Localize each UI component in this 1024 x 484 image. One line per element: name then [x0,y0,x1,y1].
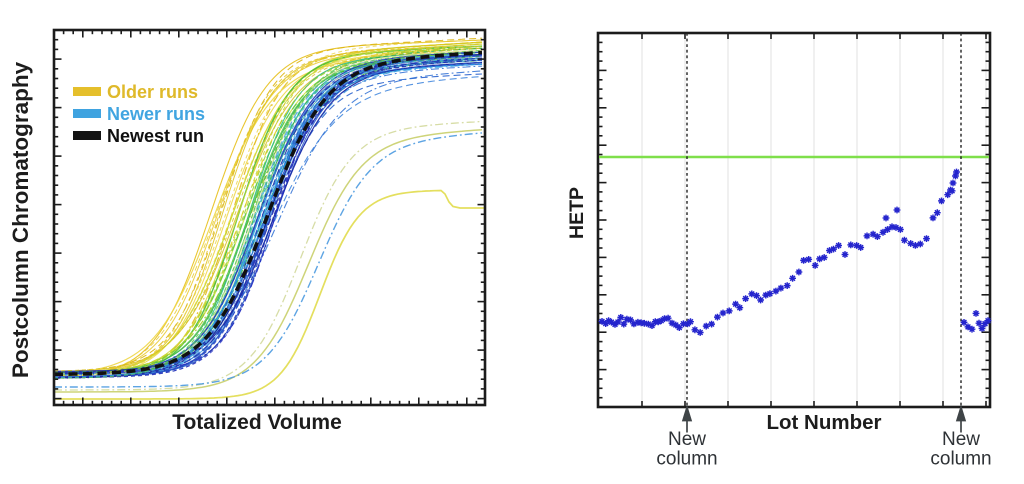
svg-text:Totalized Volume: Totalized Volume [172,411,342,434]
svg-text:Postcolumn Chromatography: Postcolumn Chromatography [8,61,33,378]
svg-text:Older runs: Older runs [107,82,198,102]
svg-text:New: New [942,429,980,450]
svg-text:column: column [930,449,991,470]
svg-text:HETP: HETP [566,187,588,239]
svg-text:New: New [668,429,706,450]
svg-text:Newer runs: Newer runs [107,104,205,124]
svg-text:Newest run: Newest run [107,126,204,146]
svg-text:Lot Number: Lot Number [766,411,881,434]
svg-text:column: column [656,449,717,470]
